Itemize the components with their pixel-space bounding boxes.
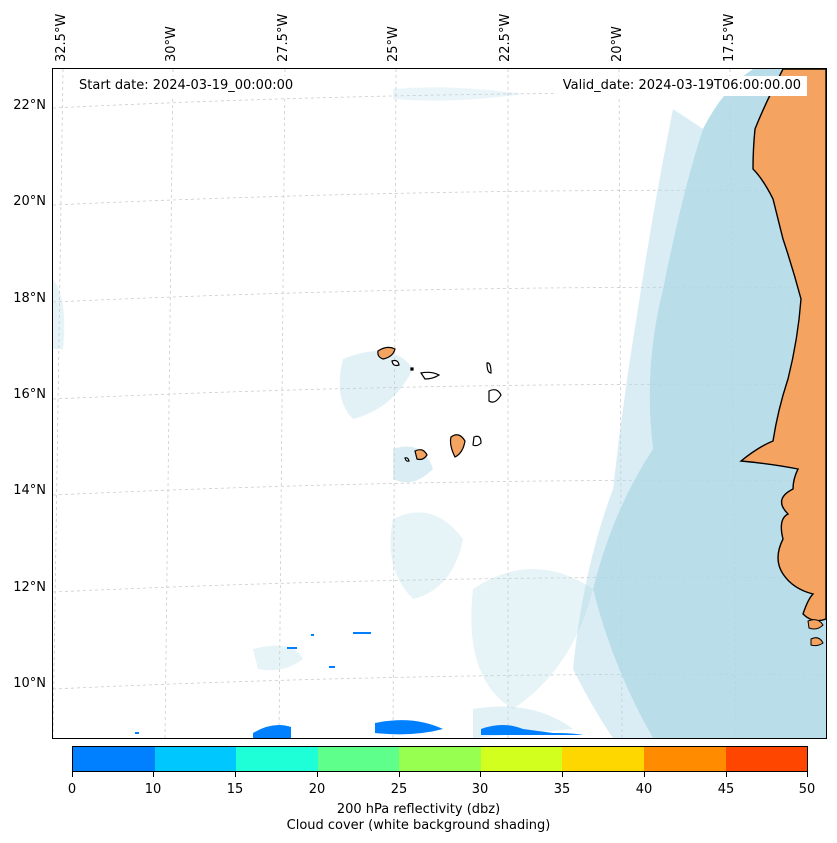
- colorbar-tick-mark: [480, 772, 481, 777]
- lon-label-17-5w: 17.5°W: [722, 13, 737, 62]
- colorbar-tick-label: 0: [67, 782, 77, 797]
- colorbar-tick-label: 35: [553, 782, 571, 797]
- colorbar-tick-mark: [644, 772, 645, 777]
- colorbar-tick-label: 30: [471, 782, 489, 797]
- colorbar-segment-7: [643, 747, 726, 771]
- map-canvas: [53, 69, 826, 738]
- colorbar-tick-label: 45: [717, 782, 735, 797]
- lon-label-30w: 30°W: [164, 26, 179, 62]
- africa-landmass: [739, 69, 826, 622]
- colorbar-segment-4: [399, 747, 481, 771]
- colorbar-tick-mark: [72, 772, 73, 777]
- colorbar-tick-label: 50: [798, 782, 816, 797]
- lat-label-14n: 14°N: [13, 483, 46, 498]
- lat-label-16n: 16°N: [13, 387, 46, 402]
- lon-label-25w: 25°W: [386, 26, 401, 62]
- colorbar-sublabel: Cloud cover (white background shading): [286, 818, 551, 833]
- lon-label-20w: 20°W: [610, 26, 625, 62]
- colorbar-tick-label: 25: [390, 782, 408, 797]
- lon-label-32-5w: 32.5°W: [54, 13, 69, 62]
- colorbar-label: 200 hPa reflectivity (dbz): [336, 802, 501, 817]
- cape-verde-islands: [377, 346, 502, 462]
- valid-date-label: Valid_date: 2024-03-19T06:00:00.00: [556, 76, 807, 96]
- lat-label-20n: 20°N: [13, 194, 46, 209]
- bijagos-islands: [807, 619, 824, 647]
- colorbar-tick-mark: [726, 772, 727, 777]
- lat-label-22n: 22°N: [13, 98, 46, 113]
- lon-label-22-5w: 22.5°W: [498, 13, 513, 62]
- start-date-label: Start date: 2024-03-19_00:00:00: [73, 76, 300, 96]
- colorbar-segment-1: [154, 747, 237, 771]
- colorbar-tick-mark: [399, 772, 400, 777]
- reflectivity-colorbar: [72, 746, 808, 772]
- colorbar-tick-label: 15: [226, 782, 244, 797]
- colorbar-segment-8: [725, 747, 808, 771]
- lat-label-10n: 10°N: [13, 676, 46, 691]
- cloud-cover-shading: [53, 69, 826, 738]
- colorbar-tick-mark: [317, 772, 318, 777]
- colorbar-segment-6: [562, 747, 644, 771]
- colorbar-tick-label: 10: [144, 782, 162, 797]
- colorbar-tick-mark: [153, 772, 154, 777]
- lat-label-18n: 18°N: [13, 291, 46, 306]
- colorbar-segment-3: [317, 747, 400, 771]
- lon-label-27-5w: 27.5°W: [276, 13, 291, 62]
- colorbar-tick-mark: [807, 772, 808, 777]
- lat-label-12n: 12°N: [13, 580, 46, 595]
- colorbar-tick-label: 40: [635, 782, 653, 797]
- colorbar-segment-2: [236, 747, 318, 771]
- colorbar-tick-label: 20: [308, 782, 326, 797]
- colorbar-segment-0: [73, 747, 155, 771]
- colorbar-tick-mark: [562, 772, 563, 777]
- colorbar-tick-mark: [235, 772, 236, 777]
- map-panel: [52, 68, 827, 739]
- colorbar-segment-5: [480, 747, 563, 771]
